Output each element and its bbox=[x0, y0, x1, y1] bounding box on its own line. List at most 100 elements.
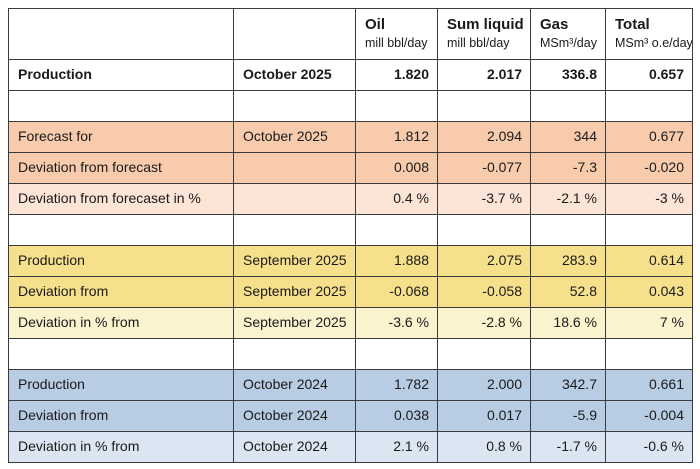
cell-oil: 1.820 bbox=[355, 59, 438, 91]
col-header-sum-liquid-title: Sum liquid bbox=[447, 16, 524, 34]
cell-gas bbox=[530, 338, 606, 370]
cell-oil: -0.068 bbox=[355, 276, 438, 308]
cell-sum-liquid: 2.094 bbox=[437, 121, 531, 153]
cell-sum-liquid bbox=[437, 214, 531, 246]
cell-period: October 2024 bbox=[233, 369, 356, 401]
production-figures-table: Oil mill bbl/day Sum liquid mill bbl/day… bbox=[8, 8, 693, 463]
cell-gas: -5.9 bbox=[530, 400, 606, 432]
cell-sum-liquid: 2.017 bbox=[437, 59, 531, 91]
cell-oil: 1.888 bbox=[355, 245, 438, 277]
cell-oil bbox=[355, 90, 438, 122]
table-row: Deviation from September 2025 -0.068 -0.… bbox=[8, 276, 693, 308]
cell-label: Deviation from bbox=[8, 276, 234, 308]
cell-gas bbox=[530, 90, 606, 122]
cell-sum-liquid bbox=[437, 338, 531, 370]
cell-label: Forecast for bbox=[8, 121, 234, 153]
cell-total bbox=[605, 338, 693, 370]
cell-oil: 0.4 % bbox=[355, 183, 438, 215]
cell-total: -0.6 % bbox=[605, 431, 693, 463]
cell-oil: 1.782 bbox=[355, 369, 438, 401]
col-header-gas-title: Gas bbox=[540, 16, 569, 34]
table-row bbox=[8, 214, 693, 246]
col-header-sum-liquid-unit: mill bbl/day bbox=[447, 36, 510, 51]
cell-label: Deviation from bbox=[8, 400, 234, 432]
col-header-gas: Gas MSm³/day bbox=[530, 8, 606, 60]
cell-period bbox=[233, 90, 356, 122]
cell-total: 0.657 bbox=[605, 59, 693, 91]
table-row: Deviation from October 2024 0.038 0.017 … bbox=[8, 400, 693, 432]
cell-total: 7 % bbox=[605, 307, 693, 339]
cell-gas: 342.7 bbox=[530, 369, 606, 401]
col-header-oil: Oil mill bbl/day bbox=[355, 8, 438, 60]
cell-oil bbox=[355, 338, 438, 370]
cell-total: 0.677 bbox=[605, 121, 693, 153]
table-row: Production September 2025 1.888 2.075 28… bbox=[8, 245, 693, 277]
col-header-total-title: Total bbox=[615, 16, 650, 34]
cell-label: Deviation from forecast bbox=[8, 152, 234, 184]
table-row: Production October 2025 1.820 2.017 336.… bbox=[8, 59, 693, 91]
cell-period: September 2025 bbox=[233, 276, 356, 308]
cell-total: -0.004 bbox=[605, 400, 693, 432]
cell-total: 0.661 bbox=[605, 369, 693, 401]
cell-sum-liquid: 0.8 % bbox=[437, 431, 531, 463]
cell-gas: 344 bbox=[530, 121, 606, 153]
cell-gas: -7.3 bbox=[530, 152, 606, 184]
table-row: Forecast for October 2025 1.812 2.094 34… bbox=[8, 121, 693, 153]
table-row: Deviation in % from October 2024 2.1 % 0… bbox=[8, 431, 693, 463]
table-row bbox=[8, 338, 693, 370]
cell-label: Deviation in % from bbox=[8, 431, 234, 463]
cell-label bbox=[8, 214, 234, 246]
col-header-oil-unit: mill bbl/day bbox=[365, 36, 428, 51]
cell-total: 0.043 bbox=[605, 276, 693, 308]
cell-period: September 2025 bbox=[233, 307, 356, 339]
cell-period: October 2025 bbox=[233, 59, 356, 91]
cell-label: Production bbox=[8, 369, 234, 401]
cell-label bbox=[8, 90, 234, 122]
cell-total bbox=[605, 214, 693, 246]
cell-total: 0.614 bbox=[605, 245, 693, 277]
cell-gas: -1.7 % bbox=[530, 431, 606, 463]
cell-label bbox=[8, 338, 234, 370]
col-header-sum-liquid: Sum liquid mill bbl/day bbox=[437, 8, 531, 60]
cell-period: October 2024 bbox=[233, 431, 356, 463]
cell-sum-liquid: 0.017 bbox=[437, 400, 531, 432]
cell-period bbox=[233, 214, 356, 246]
table-row: Deviation from forecast 0.008 -0.077 -7.… bbox=[8, 152, 693, 184]
cell-gas bbox=[530, 214, 606, 246]
col-header-total-unit: MSm³ o.e/day bbox=[615, 36, 693, 51]
cell-sum-liquid: 2.000 bbox=[437, 369, 531, 401]
cell-label: Production bbox=[8, 59, 234, 91]
cell-oil: 0.038 bbox=[355, 400, 438, 432]
cell-gas: -2.1 % bbox=[530, 183, 606, 215]
header-row: Oil mill bbl/day Sum liquid mill bbl/day… bbox=[8, 8, 693, 60]
cell-period: October 2025 bbox=[233, 121, 356, 153]
cell-oil: 1.812 bbox=[355, 121, 438, 153]
table-row: Deviation from forecaset in % 0.4 % -3.7… bbox=[8, 183, 693, 215]
cell-label: Deviation in % from bbox=[8, 307, 234, 339]
table-row: Production October 2024 1.782 2.000 342.… bbox=[8, 369, 693, 401]
cell-sum-liquid: -2.8 % bbox=[437, 307, 531, 339]
col-header-oil-title: Oil bbox=[365, 16, 386, 34]
cell-period: October 2024 bbox=[233, 400, 356, 432]
cell-oil: 0.008 bbox=[355, 152, 438, 184]
cell-label: Deviation from forecaset in % bbox=[8, 183, 234, 215]
cell-gas: 283.9 bbox=[530, 245, 606, 277]
table-row bbox=[8, 90, 693, 122]
col-header-gas-unit: MSm³/day bbox=[540, 36, 597, 51]
cell-sum-liquid bbox=[437, 90, 531, 122]
cell-oil bbox=[355, 214, 438, 246]
cell-sum-liquid: -3.7 % bbox=[437, 183, 531, 215]
cell-period: September 2025 bbox=[233, 245, 356, 277]
cell-label: Production bbox=[8, 245, 234, 277]
cell-oil: 2.1 % bbox=[355, 431, 438, 463]
cell-gas: 336.8 bbox=[530, 59, 606, 91]
cell-sum-liquid: -0.077 bbox=[437, 152, 531, 184]
col-header-period bbox=[233, 8, 356, 60]
cell-gas: 18.6 % bbox=[530, 307, 606, 339]
cell-sum-liquid: -0.058 bbox=[437, 276, 531, 308]
cell-sum-liquid: 2.075 bbox=[437, 245, 531, 277]
cell-total bbox=[605, 90, 693, 122]
table-header: Oil mill bbl/day Sum liquid mill bbl/day… bbox=[8, 8, 693, 60]
cell-gas: 52.8 bbox=[530, 276, 606, 308]
col-header-label bbox=[8, 8, 234, 60]
